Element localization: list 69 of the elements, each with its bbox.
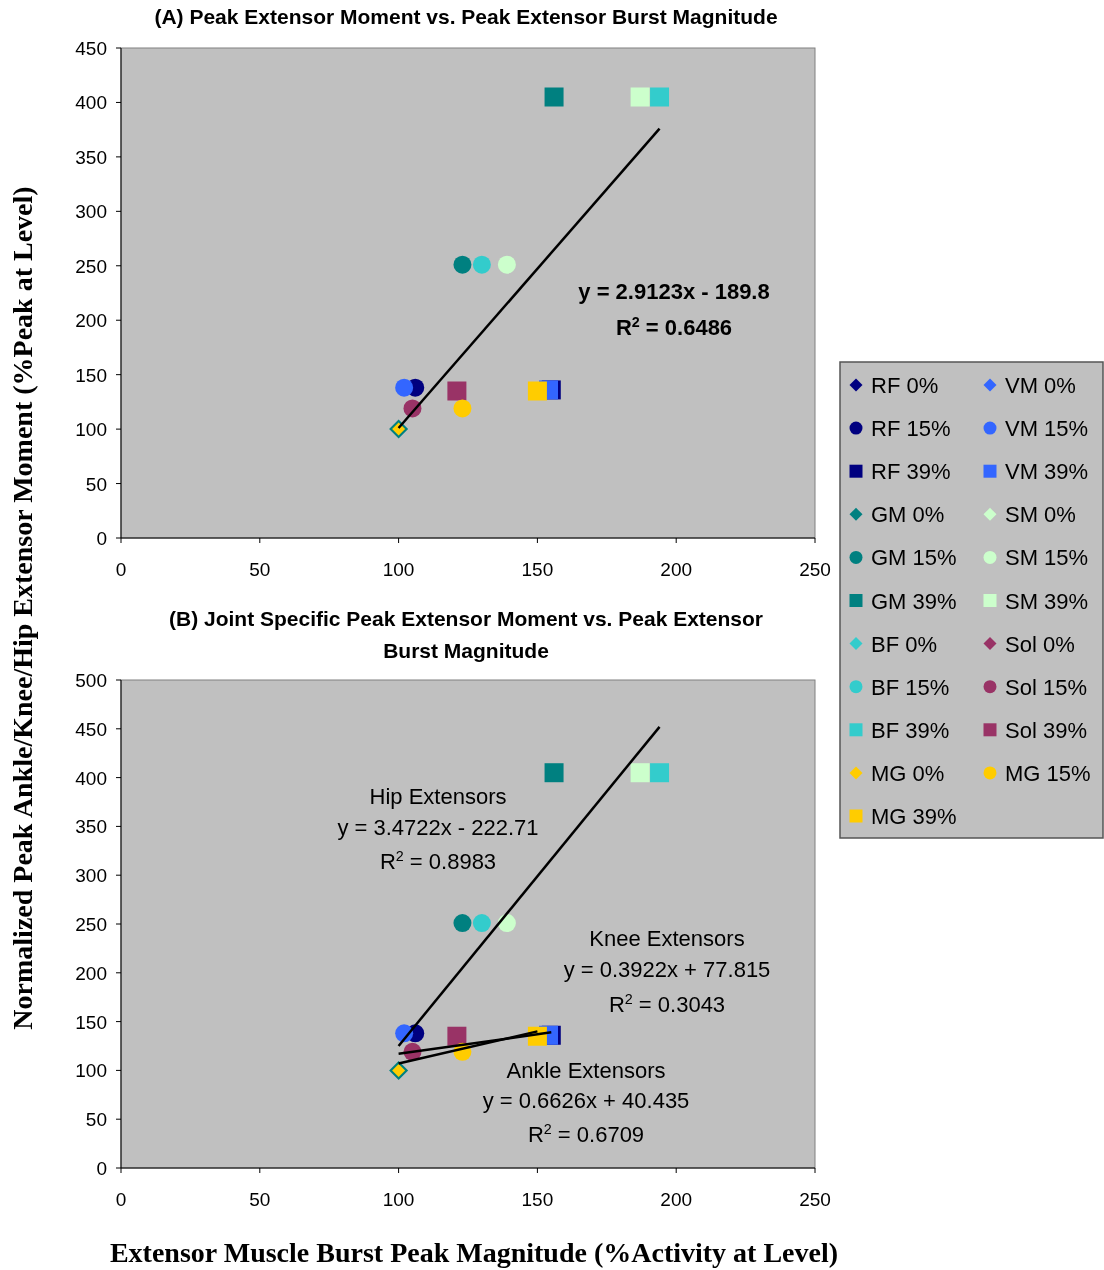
y-tick-label: 100 xyxy=(75,1060,107,1082)
legend-label: SM 0% xyxy=(1005,502,1076,528)
annotation: R$^{2}$ = 0.3043 xyxy=(608,991,726,1017)
y-tick-label: 500 xyxy=(75,670,107,691)
legend-label: BF 0% xyxy=(871,631,938,657)
y-tick-label: 450 xyxy=(75,38,107,59)
y-tick-label: 300 xyxy=(75,865,107,887)
annotation: R$^{2}$ = 0.8983 xyxy=(379,848,497,874)
x-tick-label: 150 xyxy=(521,559,554,580)
y-tick-label: 0 xyxy=(96,528,107,549)
legend-label: GM 39% xyxy=(871,588,957,614)
legend-label: RF 39% xyxy=(871,459,951,485)
y-tick-label: 200 xyxy=(75,962,107,984)
x-tick-label: 250 xyxy=(799,1189,831,1210)
y-tick-label: 150 xyxy=(75,1011,107,1033)
legend-label: RF 15% xyxy=(871,416,951,442)
annotation: y = 3.4722x - 222.71 xyxy=(337,815,539,840)
legend-label: VM 39% xyxy=(1005,459,1089,485)
annotation: y = 0.6626x + 40.435 xyxy=(482,1088,690,1113)
legend-label: Sol 0% xyxy=(1005,631,1075,657)
x-tick-label: 250 xyxy=(799,559,831,580)
y-tick-label: 250 xyxy=(75,255,107,277)
chart-title: (B) Joint Specific Peak Extensor Moment vs. Peak Extensor Burst Magnitude xyxy=(168,607,764,662)
y-tick-label: 100 xyxy=(75,419,107,441)
chart-title: (A) Peak Extensor Moment vs. Peak Extensor Burst Magnitude xyxy=(154,5,778,28)
x-tick-label: 0 xyxy=(115,559,127,580)
annotation: R$^{2}$ = 0.6709 xyxy=(527,1121,645,1147)
y-tick-label: 300 xyxy=(75,201,107,223)
annotation: y = 2.9123x - 189.8 xyxy=(578,279,770,304)
y-tick-label: 350 xyxy=(75,816,107,838)
x-axis-title: Extensor Muscle Burst Peak Magnitude (%Activity at Level) xyxy=(109,1237,839,1268)
legend-label: MG 0% xyxy=(871,760,945,786)
x-tick-label: 50 xyxy=(249,559,271,580)
x-tick-label: 100 xyxy=(382,559,415,580)
y-tick-label: 250 xyxy=(75,914,107,935)
x-tick-label: 0 xyxy=(115,1189,127,1210)
y-tick-label: 150 xyxy=(75,364,107,386)
annotation: R$^{2}$ = 0.6486 xyxy=(615,314,733,340)
x-tick-label: 100 xyxy=(382,1189,415,1210)
x-tick-label: 200 xyxy=(660,559,693,580)
legend-label: RF 0% xyxy=(871,373,939,398)
annotation: Knee Extensors xyxy=(589,926,745,951)
legend-label: GM 15% xyxy=(871,545,957,571)
y-tick-label: 400 xyxy=(75,767,107,789)
x-tick-label: 200 xyxy=(660,1189,693,1210)
x-tick-label: 150 xyxy=(521,1189,554,1210)
y-tick-label: 450 xyxy=(75,718,107,740)
y-tick-label: 50 xyxy=(85,1109,107,1131)
legend-label: VM 0% xyxy=(1005,373,1076,398)
legend-label: Sol 15% xyxy=(1005,674,1087,700)
legend-label: MG 39% xyxy=(871,804,957,829)
y-tick-label: 350 xyxy=(75,146,107,168)
legend-label: BF 39% xyxy=(871,717,950,743)
legend-label: GM 0% xyxy=(871,502,945,528)
y-tick-label: 50 xyxy=(85,473,107,495)
annotation: Hip Extensors xyxy=(369,784,507,809)
legend-label: BF 15% xyxy=(871,674,950,700)
annotation: y = 0.3922x + 77.815 xyxy=(563,957,771,982)
annotation: Ankle Extensors xyxy=(506,1058,666,1083)
x-tick-label: 50 xyxy=(249,1189,271,1210)
legend-label: SM 15% xyxy=(1005,545,1089,571)
legend-label: Sol 39% xyxy=(1005,717,1087,743)
y-tick-label: 200 xyxy=(75,310,107,332)
y-tick-label: 400 xyxy=(75,92,107,114)
legend-label: VM 15% xyxy=(1005,416,1089,442)
legend-label: MG 15% xyxy=(1005,760,1091,786)
y-tick-label: 0 xyxy=(96,1158,107,1179)
y-axis-title: Normalized Peak Ankle/Knee/Hip Extensor Moment (%Peak at Level) xyxy=(7,186,38,1030)
legend-label: SM 39% xyxy=(1005,588,1089,614)
